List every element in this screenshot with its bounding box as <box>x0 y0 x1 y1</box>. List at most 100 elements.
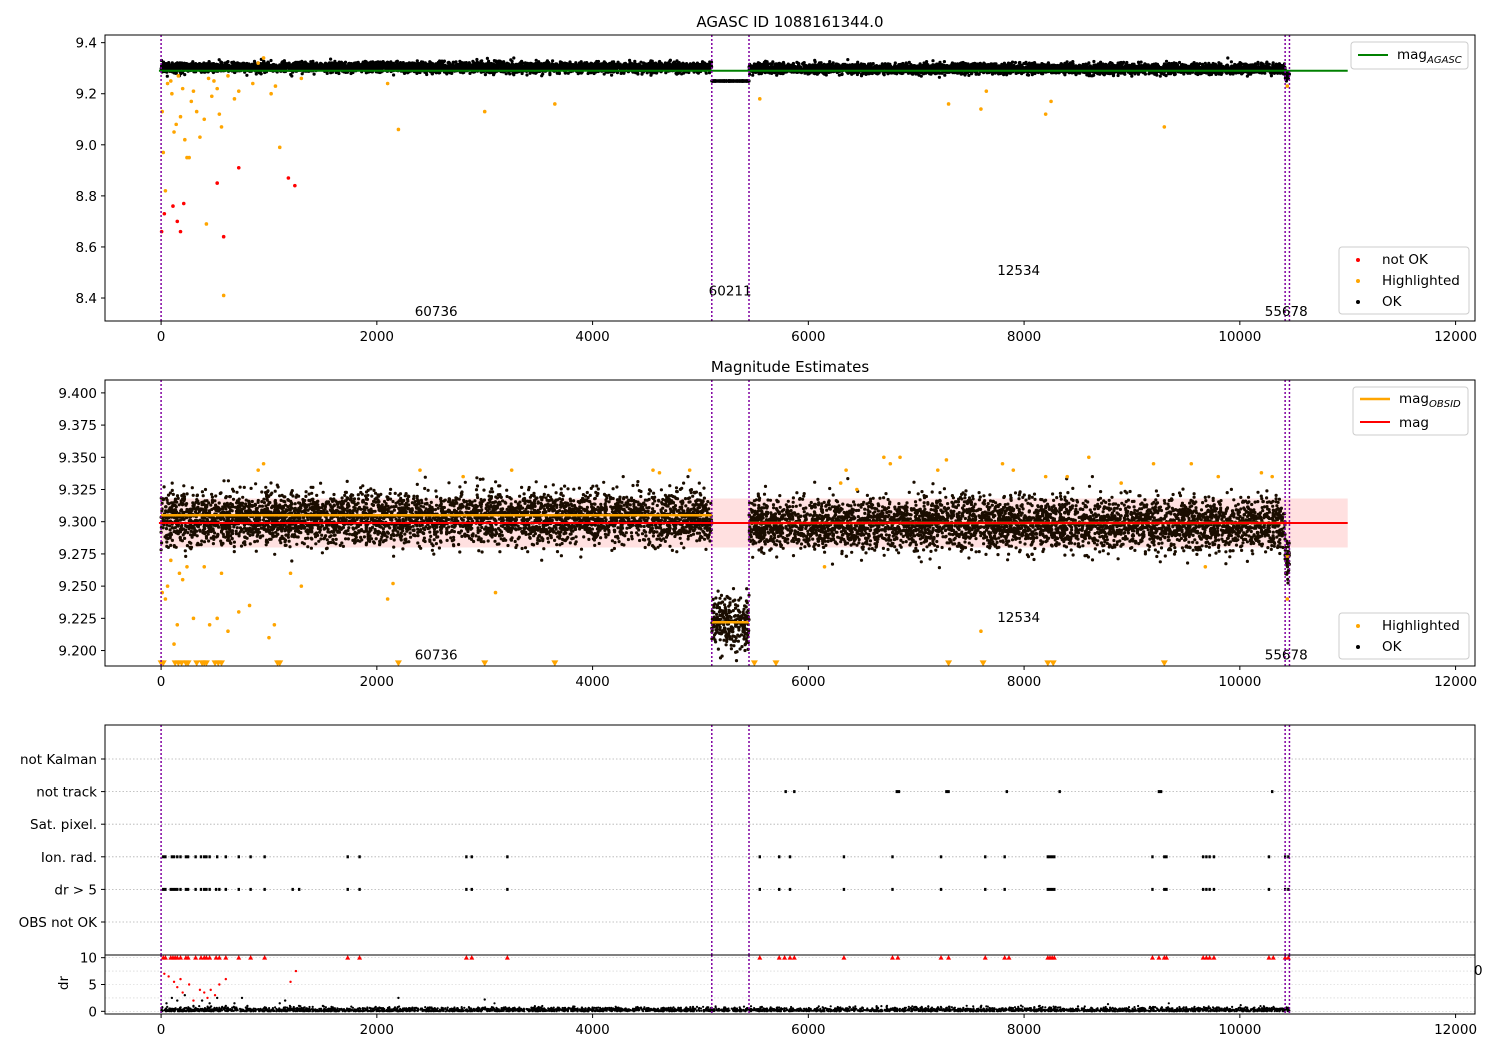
ok-point <box>343 64 347 69</box>
ok-point <box>678 64 683 68</box>
ok-point <box>175 61 179 65</box>
ok-point <box>361 60 365 64</box>
ok-point <box>245 73 249 77</box>
ok-point <box>483 73 487 77</box>
ok-point <box>220 61 224 65</box>
ok-point <box>336 66 340 70</box>
ok-point <box>540 74 544 78</box>
ok-point <box>614 64 618 68</box>
ok-point <box>226 65 231 69</box>
ok-point <box>250 66 254 70</box>
ok-point <box>700 60 705 64</box>
ok-point <box>254 72 258 76</box>
ok-point <box>403 66 407 70</box>
ok-point <box>520 66 525 70</box>
ok-point <box>388 65 393 69</box>
ok-point <box>266 63 270 67</box>
ok-point <box>662 65 666 69</box>
ok-point <box>594 66 599 70</box>
ok-point <box>396 65 400 69</box>
ok-point <box>505 61 509 65</box>
ok-point <box>454 60 458 64</box>
ok-point <box>588 62 592 66</box>
ok-point <box>428 60 432 64</box>
ok-point <box>217 58 221 62</box>
ok-point <box>437 71 441 75</box>
ok-point <box>639 65 643 69</box>
ok-point <box>181 66 185 71</box>
ok-point <box>350 64 354 69</box>
ok-point <box>548 71 552 75</box>
ok-point <box>475 63 479 67</box>
ok-point <box>202 65 206 69</box>
ok-point <box>492 65 496 69</box>
ok-point <box>633 59 637 63</box>
ok-point <box>701 63 705 67</box>
ok-point <box>689 62 693 66</box>
ok-point <box>292 62 296 66</box>
ok-point <box>392 73 396 77</box>
ok-point <box>378 60 382 64</box>
ok-point <box>610 64 614 68</box>
ok-point <box>296 62 300 66</box>
ok-point <box>267 66 271 70</box>
ok-point <box>479 63 483 67</box>
ok-point <box>454 64 458 69</box>
ok-point <box>317 65 321 69</box>
ok-point <box>207 63 211 68</box>
ok-point <box>381 60 385 64</box>
ok-point <box>191 60 195 64</box>
ok-point <box>447 63 451 67</box>
ok-point <box>252 59 257 63</box>
ok-point <box>425 72 429 77</box>
ok-point <box>250 62 254 66</box>
ok-point <box>280 61 284 65</box>
ok-point <box>450 71 454 75</box>
ok-point <box>542 62 547 66</box>
ok-point <box>172 64 176 68</box>
ok-point <box>538 62 543 66</box>
ok-point <box>374 60 378 64</box>
ok-point <box>338 63 342 67</box>
ok-point <box>320 64 324 69</box>
ok-point <box>733 79 738 83</box>
ok-point <box>199 66 203 71</box>
ok-point <box>649 73 653 77</box>
ok-point <box>330 65 334 69</box>
ok-point <box>347 62 351 66</box>
ok-point <box>566 71 570 75</box>
ok-point <box>164 64 169 68</box>
ok-point <box>582 62 586 66</box>
ok-point <box>427 63 431 67</box>
ok-point <box>666 61 670 65</box>
agasc-title: AGASC ID 1088161344.0 <box>696 13 883 31</box>
ok-point <box>650 66 655 70</box>
ok-point <box>649 62 654 67</box>
ok-point <box>275 65 279 69</box>
ok-point <box>508 72 512 76</box>
ok-point <box>491 62 495 66</box>
ok-point <box>550 65 555 69</box>
ok-point <box>719 79 723 83</box>
ok-point <box>314 64 318 69</box>
ok-point <box>329 57 333 61</box>
ok-point <box>509 58 513 62</box>
ok-point <box>512 56 516 60</box>
ok-point <box>492 59 496 63</box>
ok-point <box>414 66 419 70</box>
ok-point <box>595 59 599 64</box>
ok-point <box>512 66 516 70</box>
ok-point <box>520 71 524 76</box>
ok-point <box>167 61 171 65</box>
ok-point <box>574 65 578 69</box>
ok-point <box>450 64 454 68</box>
ok-point <box>642 61 646 65</box>
ok-point <box>523 62 528 66</box>
ok-point <box>604 63 608 67</box>
ok-point <box>528 71 532 75</box>
ok-point <box>437 63 441 67</box>
ok-point <box>628 61 632 65</box>
ok-point <box>402 71 407 75</box>
ok-point <box>646 66 650 70</box>
